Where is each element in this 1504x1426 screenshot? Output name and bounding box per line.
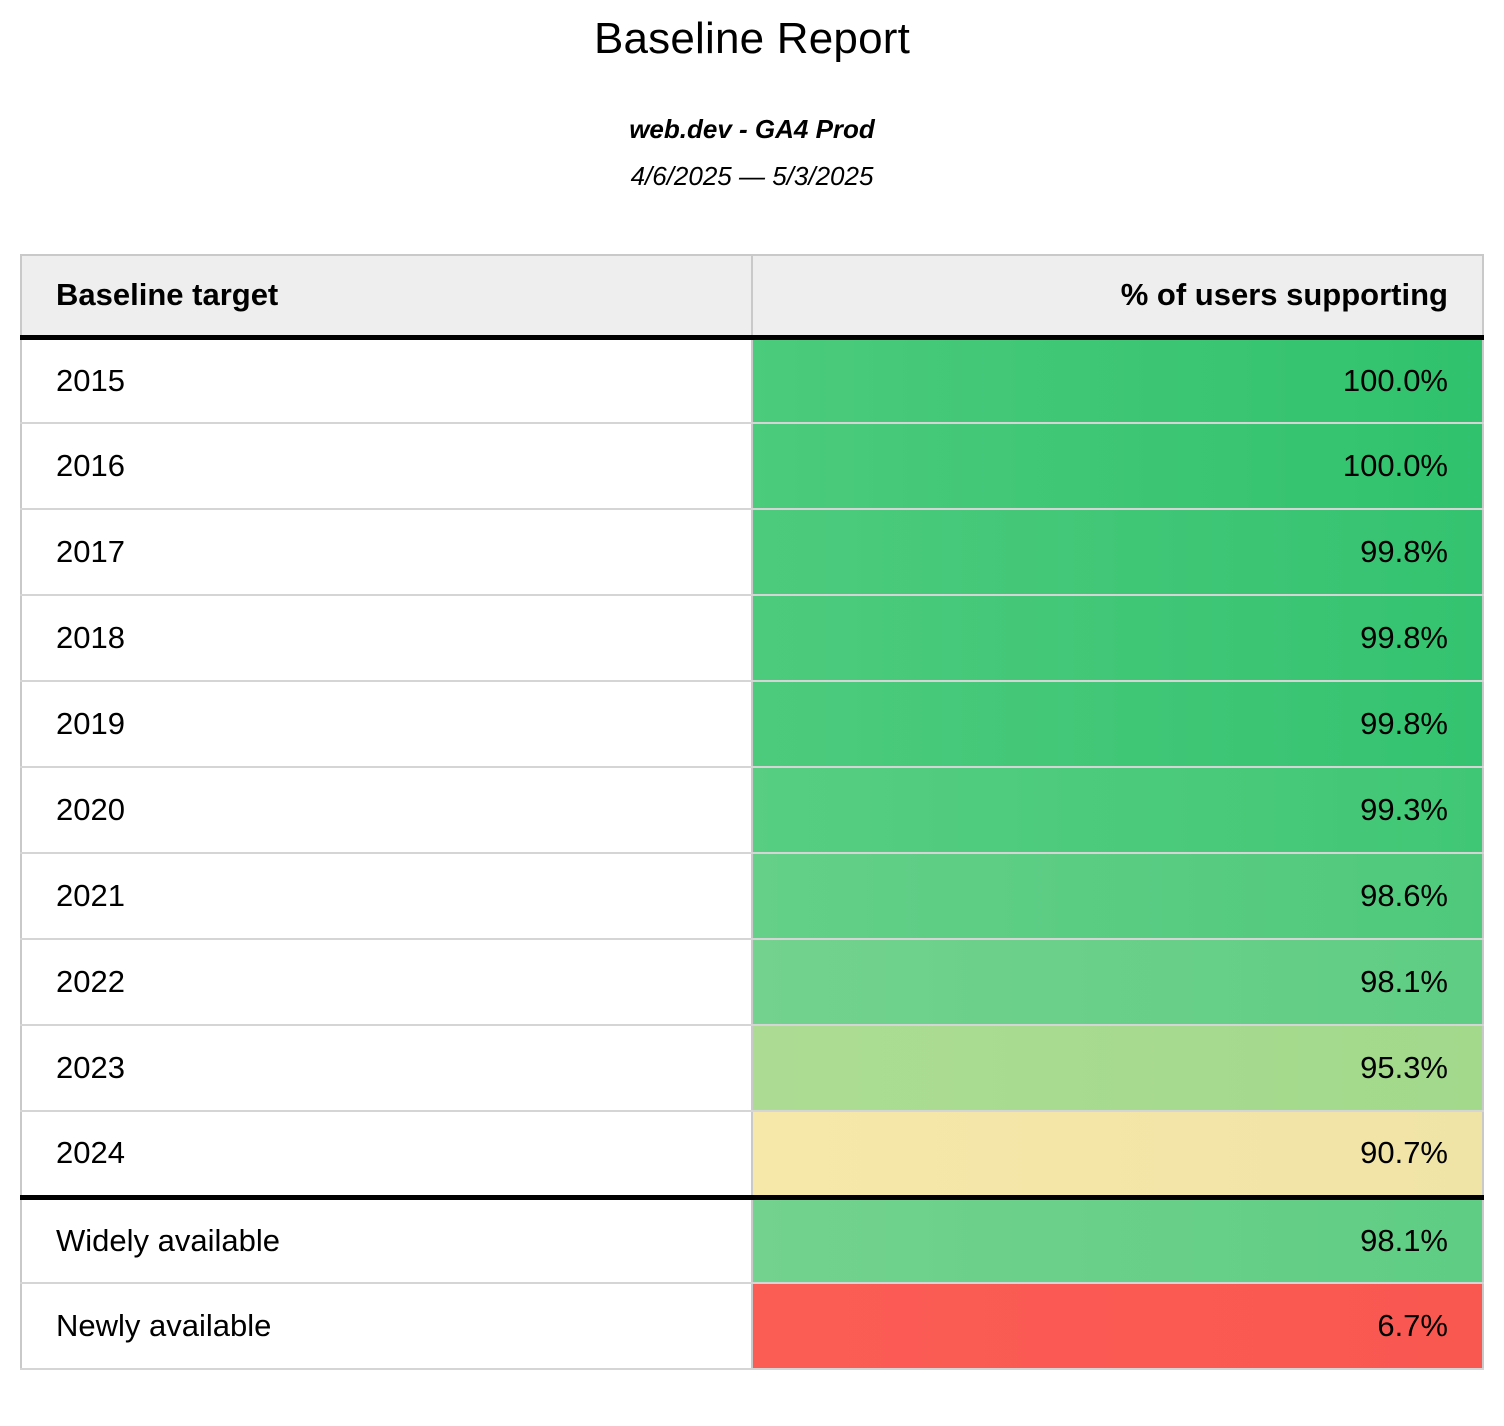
- report-date-range: 4/6/2025 — 5/3/2025: [630, 161, 874, 191]
- percent-supporting-cell: 98.6%: [752, 853, 1483, 940]
- table-row: 2023 95.3%: [21, 1025, 1483, 1112]
- baseline-target-cell: 2017: [21, 509, 753, 596]
- percent-supporting-cell: 100.0%: [752, 337, 1483, 424]
- table-body: 2015 100.0% 2016 100.0% 2017 99.8% 2018 …: [21, 337, 1483, 1370]
- percent-supporting-cell: 6.7%: [752, 1283, 1483, 1370]
- baseline-target-cell: 2019: [21, 681, 753, 768]
- baseline-target-cell: 2018: [21, 595, 753, 682]
- percent-supporting-cell: 99.8%: [752, 681, 1483, 768]
- table-row: 2017 99.8%: [21, 509, 1483, 596]
- baseline-target-cell: 2023: [21, 1025, 753, 1112]
- table-row: 2019 99.8%: [21, 681, 1483, 768]
- percent-supporting-cell: 98.1%: [752, 939, 1483, 1026]
- percent-supporting-cell: 99.3%: [752, 767, 1483, 854]
- table-row: 2015 100.0%: [21, 337, 1483, 424]
- column-header-users-supporting: % of users supporting: [752, 255, 1483, 340]
- percent-supporting-cell: 100.0%: [752, 423, 1483, 510]
- table-row: 2020 99.3%: [21, 767, 1483, 854]
- baseline-table: Baseline target % of users supporting 20…: [20, 254, 1484, 1370]
- page-title: Baseline Report: [593, 14, 911, 63]
- baseline-target-cell: 2020: [21, 767, 753, 854]
- baseline-target-cell: 2024: [21, 1111, 753, 1198]
- baseline-target-cell: 2021: [21, 853, 753, 940]
- table-row: Widely available 98.1%: [21, 1194, 1483, 1284]
- header-row: Baseline target % of users supporting: [21, 255, 1483, 340]
- baseline-target-cell: 2022: [21, 939, 753, 1026]
- table-row: 2021 98.6%: [21, 853, 1483, 940]
- baseline-target-cell: 2015: [21, 337, 753, 424]
- table-row: 2022 98.1%: [21, 939, 1483, 1026]
- report-subtitle: web.dev - GA4 Prod: [629, 114, 875, 144]
- percent-supporting-cell: 99.8%: [752, 595, 1483, 682]
- table-row: 2024 90.7%: [21, 1111, 1483, 1198]
- table-row: 2016 100.0%: [21, 423, 1483, 510]
- baseline-target-cell: Widely available: [21, 1194, 753, 1284]
- report-header: Baseline Report web.dev - GA4 Prod 4/6/2…: [0, 0, 1504, 192]
- percent-supporting-cell: 90.7%: [752, 1111, 1483, 1198]
- percent-supporting-cell: 95.3%: [752, 1025, 1483, 1112]
- table-header: Baseline target % of users supporting: [21, 255, 1483, 340]
- baseline-target-cell: 2016: [21, 423, 753, 510]
- table-row: Newly available 6.7%: [21, 1283, 1483, 1370]
- percent-supporting-cell: 98.1%: [752, 1194, 1483, 1284]
- percent-supporting-cell: 99.8%: [752, 509, 1483, 596]
- baseline-target-cell: Newly available: [21, 1283, 753, 1370]
- table-row: 2018 99.8%: [21, 595, 1483, 682]
- column-header-baseline-target: Baseline target: [21, 255, 753, 340]
